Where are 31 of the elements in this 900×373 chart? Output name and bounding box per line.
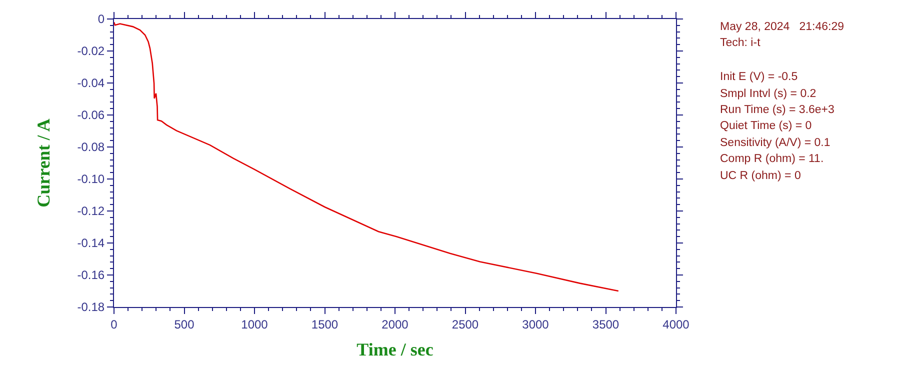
x-tick-label: 3500 bbox=[592, 317, 620, 332]
x-tick-label: 0 bbox=[110, 317, 118, 332]
x-tick-label: 2000 bbox=[382, 317, 409, 332]
line-series bbox=[114, 22, 620, 292]
y-tick-label: -0.06 bbox=[77, 108, 105, 122]
x-tick-label: 4000 bbox=[662, 317, 690, 332]
text: Run Time (s) = 3.6e+3 bbox=[720, 104, 834, 116]
text: UC R (ohm) = 0 bbox=[720, 170, 801, 182]
y-tick-label: -0.14 bbox=[77, 236, 105, 250]
x-tick-label: 500 bbox=[174, 317, 195, 332]
x-tick-label: 3000 bbox=[522, 317, 550, 332]
y-tick-label: -0.18 bbox=[77, 300, 105, 314]
x-tick-label: 1500 bbox=[311, 317, 338, 332]
text: Init E (V) = -0.5 bbox=[720, 71, 798, 83]
y-tick-label: 0 bbox=[98, 12, 105, 26]
text: Quiet Time (s) = 0 bbox=[720, 120, 812, 132]
y-tick-label: -0.16 bbox=[77, 268, 105, 282]
y-axis-title: Current / A bbox=[33, 118, 54, 208]
x-tick-label: 2500 bbox=[452, 317, 479, 332]
y-tick-label: -0.02 bbox=[77, 44, 105, 58]
text: May 28, 2024 21:46:29 bbox=[720, 21, 844, 33]
text: Comp R (ohm) = 11. bbox=[720, 153, 824, 165]
y-tick-label: -0.12 bbox=[77, 204, 105, 218]
x-axis-title: Time / sec bbox=[356, 340, 434, 360]
text: Tech: i-t bbox=[720, 37, 762, 49]
text: Smpl Intvl (s) = 0.2 bbox=[720, 88, 816, 100]
y-tick-label: -0.04 bbox=[77, 76, 105, 90]
text: Sensitivity (A/V) = 0.1 bbox=[720, 137, 830, 149]
x-tick-label: 1000 bbox=[241, 317, 268, 332]
y-tick-label: -0.08 bbox=[77, 140, 105, 154]
y-tick-label: -0.10 bbox=[77, 172, 105, 186]
